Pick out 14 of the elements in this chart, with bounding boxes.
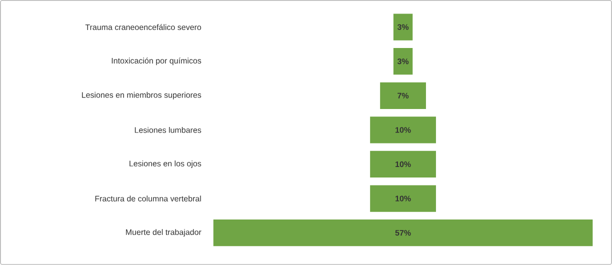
category-label: Lesiones lumbares (134, 127, 202, 133)
data-label: 10% (396, 161, 411, 168)
data-label: 3% (397, 24, 409, 30)
category-label: Muerte del trabajador (126, 229, 202, 237)
data-label: 10% (396, 127, 411, 133)
data-label: 57% (395, 230, 411, 236)
data-label: 7% (398, 92, 409, 99)
category-label: Lesiones en miembros superiores (82, 92, 202, 100)
category-label: Intoxicación por químicos (112, 58, 202, 66)
category-label: Fractura de columna vertebral (95, 196, 201, 202)
data-label: 3% (397, 58, 409, 64)
category-label: Lesiones en los ojos (130, 160, 202, 168)
category-label: Trauma craneoencefálico severo (85, 24, 202, 30)
data-label: 10% (396, 196, 411, 202)
